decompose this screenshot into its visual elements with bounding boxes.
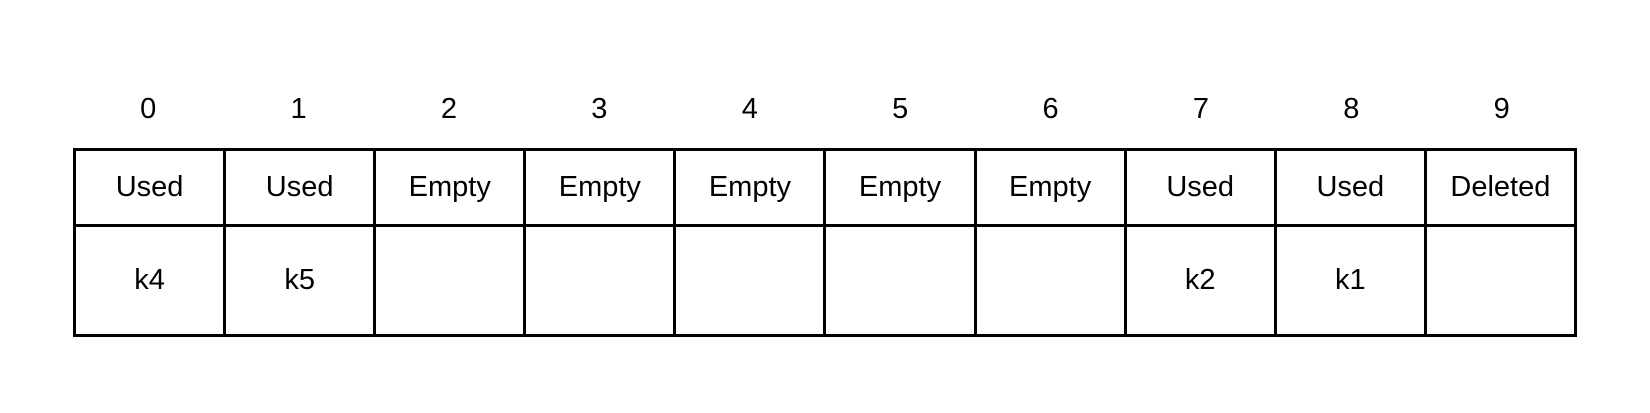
slot-key: k4 <box>76 227 227 334</box>
slot-index: 4 <box>741 93 758 125</box>
slot-key: k5 <box>226 227 377 334</box>
slot-index: 7 <box>1192 93 1209 125</box>
hash-table: Used Used Empty Empty Empty Empty Empty … <box>73 148 1577 337</box>
slot-key <box>376 227 527 334</box>
slot-index: 5 <box>892 93 909 125</box>
slot-index: 1 <box>290 93 307 125</box>
slot-index: 8 <box>1343 93 1360 125</box>
slot-status: Empty <box>826 151 977 224</box>
slot-index: 6 <box>1042 93 1059 125</box>
slot-index: 0 <box>140 93 157 125</box>
slot-key <box>526 227 677 334</box>
slot-key: k1 <box>1277 227 1427 334</box>
key-row: k4 k5 k2 k1 <box>76 227 1574 334</box>
slot-key <box>977 227 1127 334</box>
slot-status: Empty <box>977 151 1127 224</box>
slot-key: k2 <box>1127 227 1277 334</box>
slot-key <box>1427 227 1574 334</box>
slot-index: 3 <box>591 93 608 125</box>
slot-status: Used <box>76 151 227 224</box>
slot-status: Deleted <box>1450 171 1551 203</box>
hash-table-diagram: 0 1 2 3 4 5 6 7 8 9 Used Used Empty Empt… <box>73 90 1577 337</box>
slot-status: Empty <box>376 151 527 224</box>
slot-key <box>676 227 827 334</box>
slot-index: 9 <box>1493 93 1510 125</box>
slot-index-row: 0 1 2 3 4 5 6 7 8 9 <box>73 90 1577 148</box>
slot-index: 2 <box>440 93 458 125</box>
slot-key <box>826 227 977 334</box>
slot-status: Empty <box>526 151 677 224</box>
slot-status: Used <box>1127 151 1277 224</box>
slot-status: Empty <box>676 151 827 224</box>
status-row: Used Used Empty Empty Empty Empty Empty … <box>76 151 1574 227</box>
slot-status: Used <box>226 151 377 224</box>
slot-status: Used <box>1277 151 1427 224</box>
